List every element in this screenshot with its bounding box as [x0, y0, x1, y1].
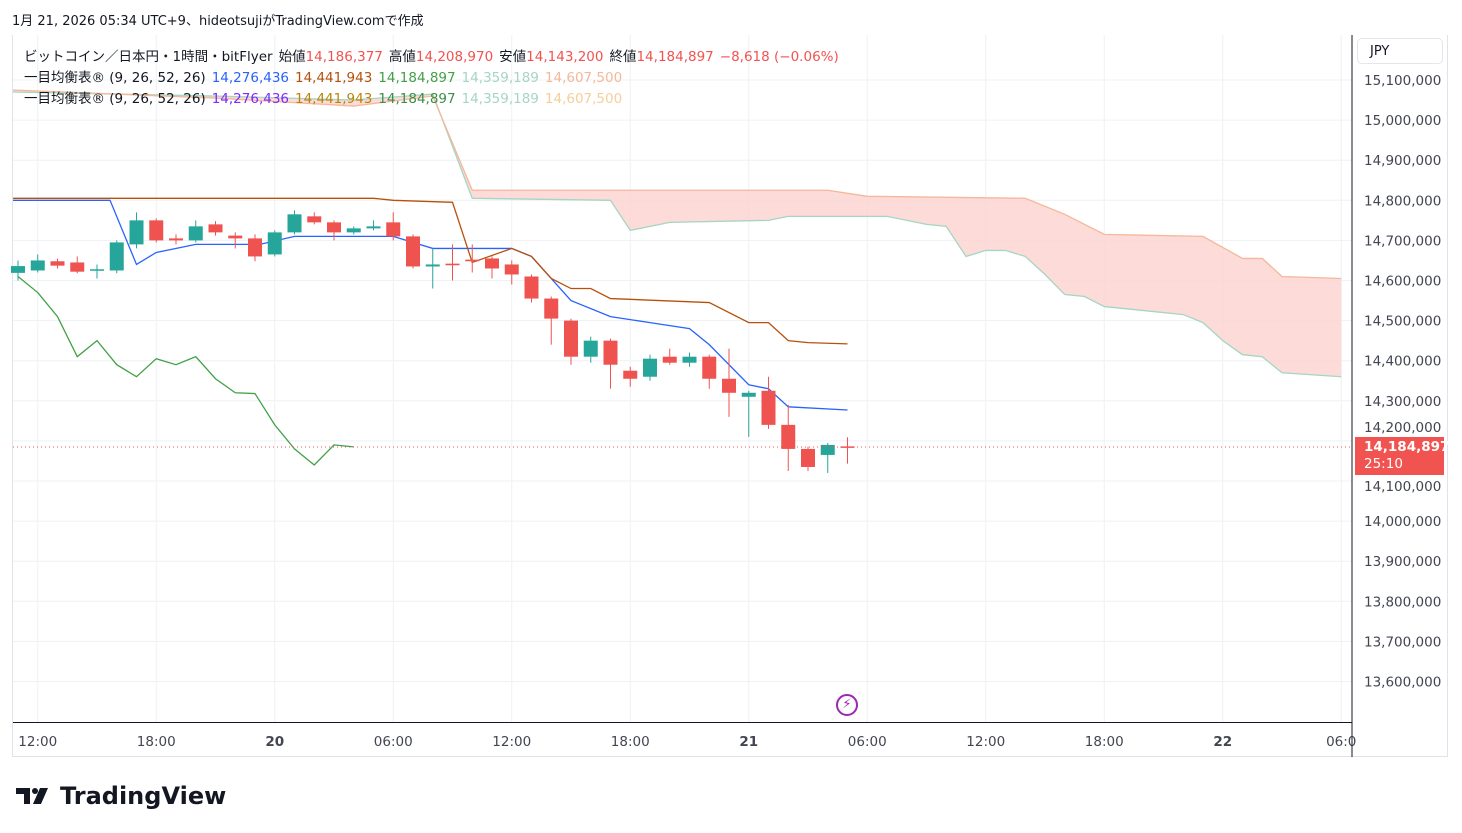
y-tick-label: 14,800,000	[1364, 193, 1441, 209]
high-value: 14,208,970	[415, 49, 494, 65]
candle-body	[840, 446, 855, 448]
x-tick-label: 21	[739, 734, 758, 750]
symbol-legend: ビットコイン／日本円・1時間・bitFlyer 始値14,186,377 高値14,…	[24, 49, 839, 65]
candle-body	[623, 370, 638, 379]
y-tick-label: 14,200,000	[1364, 420, 1441, 436]
close-value: 14,184,897	[636, 49, 714, 65]
senkou-span-a-line	[13, 91, 1342, 378]
candle-body	[662, 356, 677, 363]
candle-body	[741, 392, 756, 397]
tradingview-logo[interactable]: TradingView	[16, 782, 226, 810]
x-tick-label: 18:00	[137, 734, 176, 750]
candle-body	[761, 390, 776, 425]
y-tick-label: 14,900,000	[1364, 153, 1441, 169]
candle-body	[524, 276, 539, 299]
candle-body	[425, 264, 440, 267]
y-tick-label: 15,000,000	[1364, 113, 1441, 129]
x-tick-label: 06:00	[848, 734, 887, 750]
y-tick-label: 13,900,000	[1364, 554, 1441, 570]
x-tick-label: 18:00	[1085, 734, 1124, 750]
y-tick-label: 14,500,000	[1364, 314, 1441, 330]
candle-body	[307, 216, 322, 223]
last-price-label: 14,184,897 25:10	[1355, 437, 1449, 475]
candle-body	[682, 356, 697, 363]
candle-body	[228, 235, 243, 239]
candle-body	[406, 236, 420, 267]
candle-body	[11, 266, 25, 273]
candle-body	[287, 214, 302, 233]
candle-body	[603, 340, 618, 365]
open-value: 14,186,377	[305, 49, 383, 65]
x-tick-label: 12:00	[492, 734, 531, 750]
chart-caption: 1月 21, 2026 05:34 UTC+9、hideotsujiがTradi…	[12, 14, 424, 29]
candle-body	[366, 226, 381, 229]
y-tick-label: 14,300,000	[1364, 394, 1441, 410]
low-value: 14,143,200	[526, 49, 604, 65]
candle-body	[169, 238, 183, 241]
y-tick-label: 13,800,000	[1364, 594, 1441, 610]
candle-body	[544, 298, 559, 319]
candle-body	[465, 259, 480, 262]
candle-body	[30, 260, 45, 271]
candle-body	[583, 340, 598, 357]
candle-body	[208, 224, 223, 233]
chikou-line	[17, 275, 354, 466]
candle-body	[820, 444, 835, 455]
x-tick-label: 06:0	[1326, 734, 1356, 750]
y-tick-label: 14,600,000	[1364, 274, 1441, 290]
y-tick-label: 13,600,000	[1364, 675, 1441, 691]
candle-body	[70, 262, 85, 272]
candle-body	[50, 261, 65, 266]
x-tick-label: 22	[1213, 734, 1232, 750]
candle-body	[248, 238, 262, 257]
x-tick-label: 20	[265, 734, 284, 750]
tv-logo-icon	[16, 788, 48, 804]
y-tick-label: 13,700,000	[1364, 634, 1441, 650]
ichimoku-cloud	[13, 90, 1342, 377]
chart-frame	[12, 35, 1448, 757]
change-value: −8,618 (−0.06%)	[719, 49, 839, 65]
candle-body	[722, 378, 736, 393]
candle-body	[564, 320, 578, 357]
ichimoku-legend-1[interactable]: 一目均衡表® (9, 26, 52, 26) 14,276,436 14,441,9…	[24, 70, 623, 86]
ichimoku-legend-2[interactable]: 一目均衡表® (9, 26, 52, 26) 14,276,436 14,441,9…	[24, 91, 623, 107]
lightning-event-icon[interactable]: ⚡	[836, 694, 858, 716]
currency-selector[interactable]: JPY	[1357, 38, 1443, 64]
candle-body	[445, 263, 460, 266]
bar-countdown: 25:10	[1364, 456, 1403, 472]
candle-body	[188, 226, 203, 241]
x-tick-label: 06:00	[374, 734, 413, 750]
y-tick-label: 14,100,000	[1364, 479, 1441, 495]
candle-body	[386, 222, 401, 237]
x-tick-label: 18:00	[611, 734, 650, 750]
candle-body	[90, 269, 104, 271]
candle-body	[267, 232, 282, 255]
x-tick-label: 12:00	[966, 734, 1005, 750]
x-tick-label: 12:00	[18, 734, 57, 750]
y-tick-label: 15,100,000	[1364, 73, 1441, 89]
candle-body	[485, 258, 499, 269]
candle-body	[109, 242, 124, 271]
candle-body	[702, 356, 717, 379]
candle-body	[129, 220, 144, 245]
senkou-span-b-line	[13, 89, 1342, 280]
kijun-line	[13, 197, 848, 345]
candle-body	[643, 358, 657, 377]
candle-body	[149, 220, 164, 241]
candle-body	[504, 264, 519, 275]
y-tick-label: 14,000,000	[1364, 514, 1441, 530]
candle-body	[781, 424, 796, 449]
candle-body	[801, 448, 815, 467]
y-tick-label: 14,700,000	[1364, 233, 1441, 249]
symbol-title[interactable]: ビットコイン／日本円・1時間・bitFlyer	[24, 49, 273, 65]
candle-body	[327, 222, 341, 233]
candle-body	[346, 228, 361, 233]
y-tick-label: 14,400,000	[1364, 354, 1441, 370]
